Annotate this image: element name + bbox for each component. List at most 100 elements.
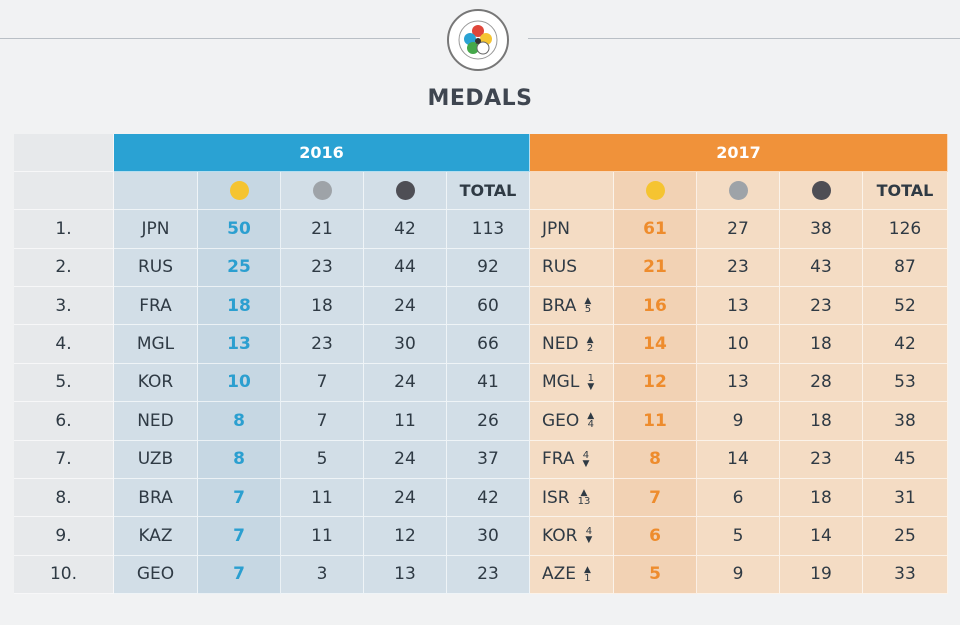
rank-cell: 3. [14, 287, 114, 326]
total-count-2017: 52 [863, 287, 948, 326]
gold-count-2016: 7 [198, 478, 281, 518]
total-count-2016: 37 [447, 440, 530, 479]
silver-count-2016: 7 [281, 402, 364, 441]
rank-change-value: 2 [586, 342, 594, 354]
bronze-count-2016: 24 [364, 478, 447, 518]
bronze-count-2017: 18 [780, 478, 863, 518]
silver-medal-icon [312, 181, 332, 201]
bronze-count-2016: 11 [364, 402, 447, 441]
gold-count-2016: 18 [198, 287, 281, 326]
header-line-right [528, 38, 960, 39]
silver-count-2016: 5 [281, 440, 364, 479]
country-cell-2017: FRA 4 ▼ [530, 440, 614, 479]
silver-count-2017: 14 [697, 440, 780, 479]
rank-cell: 1. [14, 210, 114, 249]
header-blank-cell [14, 134, 114, 172]
icon-row-blank [14, 172, 114, 211]
country-col-header-2016 [114, 172, 198, 211]
rank-change-indicator: 4 ▼ [582, 450, 590, 469]
silver-count-2017: 13 [697, 287, 780, 326]
page-title: MEDALS [427, 86, 533, 111]
rank-change-indicator: ▲ 5 [584, 296, 592, 315]
total-count-2017: 87 [863, 248, 948, 288]
arrow-up-icon: ▲ [584, 296, 592, 307]
country-code-2017: JPN [542, 219, 570, 240]
country-cell-2016: GEO [114, 555, 198, 594]
country-cell-2017: JPN [530, 210, 614, 249]
rank-change-indicator: ▲ 1 [584, 565, 591, 583]
country-cell-2017: RUS [530, 248, 614, 288]
bronze-count-2017: 38 [780, 210, 863, 249]
country-cell-2017: BRA ▲ 5 [530, 287, 614, 326]
silver-count-2017: 10 [697, 325, 780, 364]
silver-count-2017: 27 [697, 210, 780, 249]
country-cell-2017: ISR ▲ 13 [530, 478, 614, 518]
arrow-down-icon: ▼ [587, 381, 595, 392]
gold-count-2016: 13 [198, 325, 281, 364]
total-count-2017: 53 [863, 363, 948, 403]
total-col-header-2017: TOTAL [863, 172, 948, 211]
country-code-2017: KOR [542, 525, 578, 546]
country-cell-2017: GEO ▲ 4 [530, 402, 614, 441]
medals-table: 2016 2017 TOTAL TOTAL 1. JPN 50 21 42 113 JPN 6… [14, 134, 948, 594]
gold-count-2016: 10 [198, 363, 281, 403]
gold-count-2016: 7 [198, 517, 281, 556]
silver-count-2017: 6 [697, 478, 780, 518]
bronze-count-2017: 14 [780, 517, 863, 556]
silver-col-header-2017 [697, 172, 780, 211]
gold-count-2016: 8 [198, 402, 281, 441]
gold-count-2017: 5 [614, 555, 697, 594]
bronze-count-2017: 19 [780, 555, 863, 594]
year-header-2017: 2017 [530, 134, 948, 172]
silver-count-2016: 3 [281, 555, 364, 594]
bronze-col-header-2016 [364, 172, 447, 211]
arrow-down-icon: ▼ [582, 458, 590, 469]
gold-count-2017: 6 [614, 517, 697, 556]
bronze-count-2016: 24 [364, 363, 447, 403]
gold-count-2016: 50 [198, 210, 281, 249]
country-cell-2016: MGL [114, 325, 198, 364]
gold-col-header-2017 [614, 172, 697, 211]
gold-count-2016: 7 [198, 555, 281, 594]
country-cell-2017: KOR 4 ▼ [530, 517, 614, 556]
total-count-2016: 113 [447, 210, 530, 249]
gold-medal-icon [645, 181, 665, 201]
gold-count-2017: 14 [614, 325, 697, 364]
total-count-2016: 66 [447, 325, 530, 364]
silver-col-header-2016 [281, 172, 364, 211]
bronze-count-2016: 30 [364, 325, 447, 364]
bronze-count-2017: 28 [780, 363, 863, 403]
bronze-medal-icon [811, 181, 831, 201]
bronze-col-header-2017 [780, 172, 863, 211]
bronze-count-2017: 23 [780, 440, 863, 479]
total-count-2016: 30 [447, 517, 530, 556]
bronze-count-2017: 23 [780, 287, 863, 326]
arrow-up-icon: ▲ [580, 488, 588, 499]
rank-change-value: 4 [587, 419, 594, 431]
country-code-2017: AZE [542, 564, 577, 585]
gold-count-2017: 16 [614, 287, 697, 326]
gold-count-2017: 7 [614, 478, 697, 518]
total-count-2016: 60 [447, 287, 530, 326]
country-code-2017: ISR [542, 487, 570, 508]
silver-count-2017: 9 [697, 402, 780, 441]
rank-cell: 6. [14, 402, 114, 441]
ijf-logo-icon [447, 9, 509, 71]
silver-count-2016: 21 [281, 210, 364, 249]
year-header-2016: 2016 [114, 134, 530, 172]
gold-count-2017: 8 [614, 440, 697, 479]
bronze-count-2017: 18 [780, 402, 863, 441]
rank-change-indicator: ▲ 4 [587, 412, 594, 431]
country-col-header-2017 [530, 172, 614, 211]
gold-count-2017: 12 [614, 363, 697, 403]
total-count-2017: 33 [863, 555, 948, 594]
silver-count-2016: 23 [281, 325, 364, 364]
silver-count-2017: 5 [697, 517, 780, 556]
country-cell-2016: BRA [114, 478, 198, 518]
silver-medal-icon [728, 181, 748, 201]
rank-cell: 8. [14, 478, 114, 518]
country-code-2017: MGL [542, 372, 580, 393]
gold-count-2016: 25 [198, 248, 281, 288]
total-count-2016: 23 [447, 555, 530, 594]
header-line-left [0, 38, 420, 39]
